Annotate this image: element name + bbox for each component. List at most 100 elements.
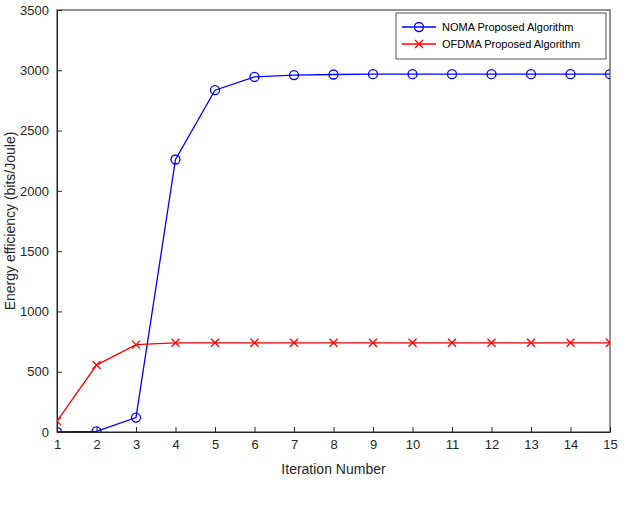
tick-mark [255,427,256,432]
tick-mark [413,427,414,432]
marker [290,339,298,347]
tick-label: 6 [251,437,258,452]
tick-label: 7 [291,437,298,452]
tick-mark [57,311,62,312]
marker-group [132,341,140,349]
marker-group [211,339,219,347]
tick-label: 5 [212,437,219,452]
tick: 5 [212,427,219,452]
marker [330,339,338,347]
marker-group [290,339,298,347]
tick: 3500 [20,3,62,18]
marker [448,339,456,347]
marker-group [408,70,417,79]
marker [408,70,417,79]
tick-label: 8 [330,437,337,452]
marker [606,339,610,347]
marker-group [172,339,180,347]
marker [132,413,141,422]
legend-marker-group [415,40,423,48]
tick: 12 [485,427,499,452]
marker [250,72,259,81]
y-axis: 0 500 1000 1500 2000 2500 3000 3500 [20,3,62,440]
tick-label: 1 [54,437,61,452]
plot-frame [57,10,610,432]
legend: NOMA Proposed Algorithm OFDMA Proposed Al… [396,13,606,59]
marker-group [132,413,141,422]
x-axis-title: Iteration Number [281,461,386,477]
tick: 2500 [20,123,62,138]
tick-mark [334,427,335,432]
tick: 1000 [20,304,62,319]
tick: 6 [251,427,258,452]
tick-mark [57,251,62,252]
marker [527,339,535,347]
marker-group [57,417,61,425]
chart: 1234567891011121314150500100015002000250… [0,0,624,516]
x-axis: 123456789101112131415 [54,427,618,452]
tick-mark [373,427,374,432]
tick: 13 [524,427,538,452]
marker-group [567,339,575,347]
data-layer [57,70,610,432]
tick-label: 3 [133,437,140,452]
marker [567,339,575,347]
tick-mark [57,70,62,71]
tick-label: 1000 [20,304,49,319]
tick-label: 2500 [20,123,49,138]
tick: 3000 [20,63,62,78]
marker [606,70,611,79]
marker-group [527,339,535,347]
legend-label: OFDMA Proposed Algorithm [442,38,580,50]
tick: 9 [370,427,377,452]
tick-label: 13 [524,437,538,452]
marker [92,427,101,432]
tick-mark [492,427,493,432]
tick-label: 10 [406,437,420,452]
legend-entry: OFDMA Proposed Algorithm [402,38,580,50]
marker [132,341,140,349]
tick-label: 9 [370,437,377,452]
line [57,74,610,432]
marker [93,361,101,369]
marker-group [250,72,259,81]
legend-marker-group [415,23,424,32]
marker-group [171,155,180,164]
marker-group [566,70,575,79]
marker [527,70,536,79]
marker [369,339,377,347]
marker [211,339,219,347]
marker-group [488,339,496,347]
marker-group [369,339,377,347]
legend-marker [415,40,423,48]
tick-mark [215,427,216,432]
series [57,70,610,432]
marker-group [329,70,338,79]
marker-group [409,339,417,347]
tick-mark [294,427,295,432]
marker-group [93,361,101,369]
y-axis-title: Energy efficiency (bits/Joule) [2,132,18,311]
marker [488,339,496,347]
marker [171,155,180,164]
tick-label: 500 [27,364,49,379]
tick: 2000 [20,184,62,199]
tick-mark [452,427,453,432]
tick-label: 1500 [20,244,49,259]
marker [487,70,496,79]
tick: 4 [172,427,179,452]
marker-group [211,86,220,95]
marker-group [330,339,338,347]
tick-mark [57,191,62,192]
marker [251,339,259,347]
legend-label: NOMA Proposed Algorithm [442,21,573,33]
tick-label: 15 [603,437,617,452]
tick-mark [136,427,137,432]
marker-group [251,339,259,347]
marker [57,417,61,425]
tick: 14 [564,427,578,452]
tick-label: 0 [42,425,49,440]
tick: 8 [330,427,337,452]
tick-mark [531,427,532,432]
marker [290,71,299,80]
